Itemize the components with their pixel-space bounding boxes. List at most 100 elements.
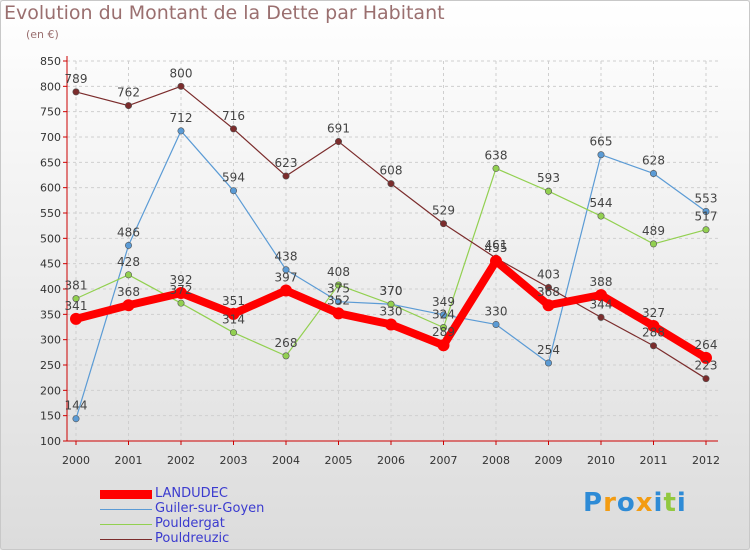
data-point-pouldergat <box>387 300 395 308</box>
legend-item-guiler-sur-goyen[interactable]: Guiler-sur-Goyen <box>100 501 360 517</box>
data-point-landudec <box>227 307 240 320</box>
data-label-landudec: 351 <box>222 294 245 308</box>
y-tick-label: 400 <box>40 283 61 296</box>
data-label-guiler-sur-goyen: 553 <box>695 191 718 205</box>
data-point-guiler-sur-goyen <box>125 241 133 249</box>
data-label-guiler-sur-goyen: 628 <box>642 153 665 167</box>
data-point-guiler-sur-goyen <box>177 127 185 135</box>
data-point-guiler-sur-goyen <box>492 320 500 328</box>
data-label-pouldergat: 268 <box>275 336 298 350</box>
data-point-pouldergat <box>492 164 500 172</box>
legend-item-pouldergat[interactable]: Pouldergat <box>100 516 360 532</box>
x-tick-label: 2007 <box>430 454 458 467</box>
data-label-pouldreuzic: 762 <box>117 86 140 100</box>
data-point-pouldergat <box>649 240 657 248</box>
data-label-pouldreuzic: 789 <box>65 72 88 86</box>
data-label-landudec: 289 <box>432 325 455 339</box>
x-tick-label: 2000 <box>62 454 90 467</box>
data-label-landudec: 397 <box>275 271 298 285</box>
data-label-pouldreuzic: 608 <box>380 164 403 178</box>
y-tick-label: 200 <box>40 384 61 397</box>
y-tick-label: 800 <box>40 80 61 93</box>
data-label-guiler-sur-goyen: 330 <box>485 304 508 318</box>
data-point-landudec <box>700 351 712 364</box>
y-tick-label: 450 <box>40 258 61 271</box>
data-point-pouldreuzic <box>439 220 447 228</box>
data-label-landudec: 388 <box>590 275 613 289</box>
chart-subtitle: (en €) <box>26 28 59 41</box>
data-point-pouldreuzic <box>282 172 290 180</box>
data-point-guiler-sur-goyen <box>282 266 290 274</box>
x-tick-label: 2004 <box>272 454 300 467</box>
legend-label: Pouldreuzic <box>155 531 230 546</box>
data-point-pouldreuzic <box>334 138 342 146</box>
data-label-landudec: 352 <box>327 293 350 307</box>
data-label-pouldreuzic: 403 <box>537 267 560 281</box>
logo-letter: i <box>676 488 687 518</box>
logo-letter: o <box>616 488 636 518</box>
y-tick-label: 350 <box>40 308 61 321</box>
data-point-landudec <box>490 255 502 268</box>
data-label-landudec: 392 <box>170 273 193 287</box>
data-point-pouldreuzic <box>702 375 710 383</box>
legend-label: Guiler-sur-Goyen <box>155 501 265 516</box>
data-point-guiler-sur-goyen <box>597 151 605 159</box>
data-label-pouldergat: 370 <box>380 284 403 298</box>
data-label-landudec: 264 <box>695 338 718 352</box>
data-label-pouldergat: 324 <box>432 308 455 322</box>
data-label-pouldergat: 593 <box>537 171 560 185</box>
data-point-pouldreuzic <box>544 283 552 291</box>
data-label-guiler-sur-goyen: 349 <box>432 295 455 309</box>
data-point-pouldergat <box>230 329 238 337</box>
data-label-landudec: 368 <box>537 285 560 299</box>
y-tick-label: 300 <box>40 334 61 347</box>
x-tick-label: 2009 <box>535 454 563 467</box>
data-point-pouldergat <box>282 352 290 360</box>
data-label-pouldergat: 489 <box>642 224 665 238</box>
legend-swatch <box>100 490 152 499</box>
legend-item-landudec[interactable]: LANDUDEC <box>100 486 360 502</box>
data-point-pouldreuzic <box>230 125 238 133</box>
data-point-landudec <box>647 319 660 332</box>
data-label-pouldergat: 428 <box>117 255 140 269</box>
data-label-guiler-sur-goyen: 712 <box>170 111 193 125</box>
x-tick-label: 2002 <box>167 454 195 467</box>
data-point-pouldergat <box>177 299 185 307</box>
data-point-pouldergat <box>72 295 80 303</box>
data-label-pouldreuzic: 800 <box>170 66 193 80</box>
data-point-landudec <box>70 312 82 325</box>
data-label-landudec: 330 <box>380 304 403 318</box>
logo-letter: r <box>603 488 617 518</box>
data-point-pouldreuzic <box>72 88 80 96</box>
x-tick-label: 2005 <box>325 454 353 467</box>
data-point-landudec <box>542 299 555 312</box>
data-label-landudec: 455 <box>485 241 508 255</box>
data-label-pouldreuzic: 461 <box>485 238 508 252</box>
y-tick-label: 500 <box>40 232 61 245</box>
data-label-pouldreuzic: 223 <box>695 359 718 373</box>
data-label-pouldergat: 314 <box>222 313 245 327</box>
data-point-pouldergat <box>597 212 605 220</box>
data-point-pouldergat <box>439 324 447 332</box>
x-tick-label: 2012 <box>692 454 720 467</box>
data-point-guiler-sur-goyen <box>72 415 80 423</box>
data-point-pouldergat <box>125 271 133 279</box>
y-tick-label: 700 <box>40 131 61 144</box>
data-point-guiler-sur-goyen <box>230 187 238 195</box>
legend-swatch <box>100 509 152 510</box>
data-label-pouldergat: 638 <box>485 148 508 162</box>
x-tick-label: 2010 <box>587 454 615 467</box>
data-label-guiler-sur-goyen: 254 <box>537 343 560 357</box>
y-tick-label: 850 <box>40 55 61 68</box>
data-label-landudec: 368 <box>117 285 140 299</box>
data-label-pouldreuzic: 691 <box>327 122 350 136</box>
data-label-pouldreuzic: 716 <box>222 109 245 123</box>
data-label-pouldreuzic: 288 <box>642 326 665 340</box>
data-point-pouldreuzic <box>597 313 605 321</box>
data-point-landudec <box>175 287 187 300</box>
x-tick-label: 2006 <box>377 454 405 467</box>
legend-item-pouldreuzic[interactable]: Pouldreuzic <box>100 531 360 547</box>
logo-letter: x <box>635 488 654 518</box>
